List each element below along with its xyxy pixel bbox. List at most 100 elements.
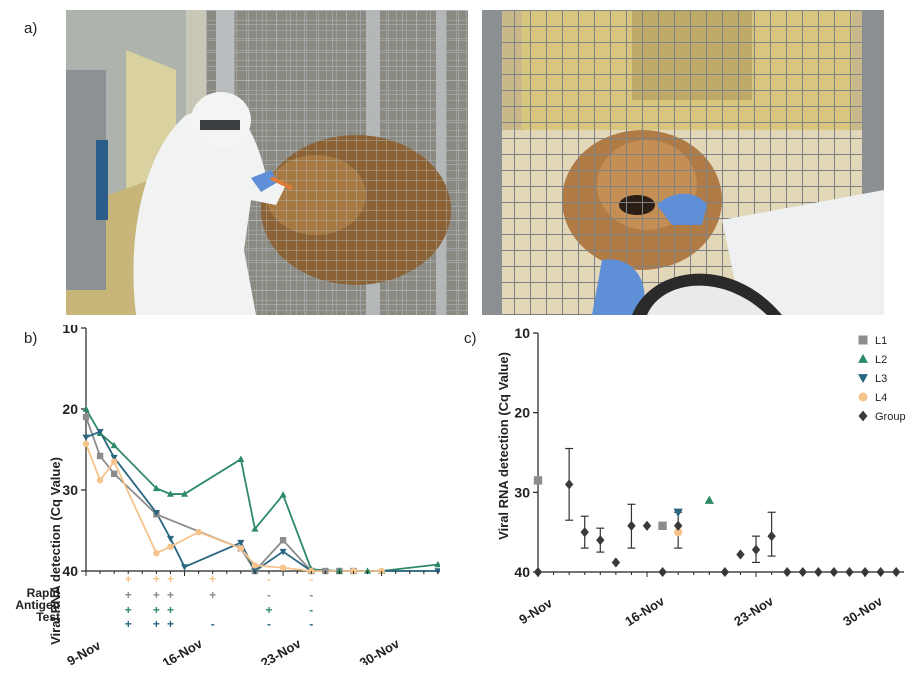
- rapid-test-result-L1: +: [167, 588, 174, 602]
- chart-b-xtick-label: 23-Nov: [258, 635, 304, 665]
- rapid-test-result-L4: +: [153, 572, 160, 586]
- chart-c-point-Group: [564, 479, 574, 490]
- chart-c-point-Group: [767, 531, 776, 542]
- chart-c: Viral RNA detection (Cq Value) 10203040 …: [496, 325, 906, 629]
- photo-1-illustration: [66, 10, 468, 315]
- chart-c-point-Group: [673, 520, 683, 531]
- chart-b-ytick-label: 30: [62, 482, 78, 498]
- chart-b-point-L4: [279, 564, 287, 571]
- rapid-test-result-L2: +: [153, 603, 160, 617]
- panel-label-a: a): [24, 20, 38, 37]
- chart-c-point-L1: [533, 476, 543, 485]
- panel-label-b: b): [24, 330, 38, 347]
- chart-b-point-L1: [96, 452, 104, 460]
- legend-marker-L3: [858, 374, 868, 384]
- rapid-test-label: Antigen: [15, 598, 60, 612]
- chart-c-point-Group: [751, 544, 761, 555]
- rapid-test-result-L1: +: [209, 588, 216, 602]
- legend-label-L3: L3: [875, 373, 887, 385]
- chart-b-xtick-label: 9-Nov: [64, 637, 103, 665]
- legend-marker-L4: [858, 392, 868, 402]
- chart-b-point-L4: [251, 562, 259, 569]
- rapid-test-result-L2: +: [167, 603, 174, 617]
- chart-c-point-L1: [658, 521, 667, 530]
- chart-c-ylabel: Viral RNA detection (Cq Value): [496, 352, 511, 540]
- chart-b-point-L2: [279, 491, 287, 498]
- rapid-test-result-L4: +: [209, 572, 216, 586]
- chart-b-axes: [85, 328, 440, 572]
- chart-c-point-L3: [673, 508, 683, 518]
- rapid-test-result-L3: -: [211, 617, 215, 631]
- legend-label-L1: L1: [875, 335, 887, 347]
- chart-b-point-L3: [279, 548, 287, 556]
- chart-b-ytick-label: 40: [62, 563, 78, 579]
- rapid-test-result-L2: +: [265, 603, 272, 617]
- chart-c-ytick-label: 10: [514, 325, 530, 341]
- photo-lion-mouth-swab-closeup: [482, 10, 884, 315]
- chart-b-point-L2: [110, 441, 118, 449]
- rapid-test-label: Test: [36, 610, 60, 624]
- chart-b-point-L4: [167, 543, 174, 550]
- chart-c-point-Group: [736, 549, 745, 560]
- chart-b-point-L1: [110, 470, 118, 477]
- rapid-test-result-L1: +: [125, 588, 132, 602]
- legend-marker-L1: [858, 335, 868, 345]
- chart-c-ytick-label: 20: [514, 405, 530, 421]
- chart-b-ylabel: Viral RNA detection (Cq Value): [48, 457, 63, 645]
- chart-b-line-L1: [85, 416, 354, 573]
- chart-b-point-L1: [279, 537, 287, 544]
- chart-b-line-L3: [85, 430, 438, 573]
- chart-c-point-L4: [673, 527, 683, 537]
- chart-c-axes: [537, 333, 904, 573]
- rapid-test-result-L3: -: [309, 617, 313, 631]
- chart-b-point-L2: [166, 490, 174, 497]
- chart-b-point-L2: [237, 455, 245, 462]
- chart-c-ytick-label: 40: [514, 564, 530, 580]
- rapid-test-result-L3: +: [153, 617, 160, 631]
- chart-b-point-L3: [82, 434, 90, 442]
- chart-c-xtick-label: 9-Nov: [516, 595, 555, 627]
- legend-label-L4: L4: [875, 392, 887, 404]
- rapid-test-result-L1: -: [267, 588, 271, 602]
- chart-b-point-L4: [237, 545, 245, 552]
- chart-b-xtick-label: 16-Nov: [160, 635, 206, 665]
- chart-b-xtick-label: 30-Nov: [357, 635, 403, 665]
- legend-label-Group: Group: [875, 411, 906, 423]
- rapid-test-result-L3: +: [167, 617, 174, 631]
- chart-b-point-L2: [251, 525, 259, 532]
- chart-b-point-L2: [434, 560, 440, 568]
- chart-c-point-Group: [596, 535, 605, 546]
- chart-c-point-Group: [642, 520, 652, 531]
- rapid-test-result-L4: +: [167, 572, 174, 586]
- legend-marker-L2: [858, 353, 868, 363]
- rapid-test-result-L3: -: [267, 617, 271, 631]
- panel-label-c: c): [464, 330, 477, 347]
- chart-b-point-L2: [364, 567, 372, 574]
- chart-b-point-L3: [110, 454, 118, 462]
- rapid-test-result-L3: +: [125, 617, 132, 631]
- legend-label-L2: L2: [875, 354, 887, 366]
- chart-b-point-L4: [110, 458, 118, 465]
- rapid-test-result-L2: +: [125, 603, 132, 617]
- chart-b-point-L2: [152, 484, 160, 492]
- chart-b-point-L4: [195, 528, 202, 536]
- chart-b-point-L3: [434, 568, 440, 575]
- chart-b-point-L4: [96, 477, 104, 484]
- chart-b-point-L2: [181, 490, 189, 497]
- chart-c-point-Group: [627, 520, 636, 531]
- chart-b-point-L3: [237, 539, 245, 547]
- chart-b-point-L2: [82, 405, 90, 412]
- chart-b-point-L3: [166, 535, 174, 543]
- chart-c-point-Group: [611, 557, 621, 568]
- chart-c-xtick-label: 23-Nov: [731, 593, 776, 629]
- chart-b-point-L4: [153, 549, 160, 557]
- chart-c-ytick-label: 30: [514, 484, 530, 500]
- chart-c-point-L2: [704, 495, 714, 504]
- rapid-test-result-L1: -: [309, 588, 313, 602]
- chart-b-point-L3: [152, 509, 160, 517]
- chart-c-xtick-label: 16-Nov: [622, 593, 667, 629]
- chart-b-point-L3: [181, 564, 189, 571]
- rapid-test-result-L2: -: [309, 603, 313, 617]
- rapid-test-result-L4: -: [309, 572, 313, 586]
- rapid-test-label: Rapid: [27, 586, 60, 600]
